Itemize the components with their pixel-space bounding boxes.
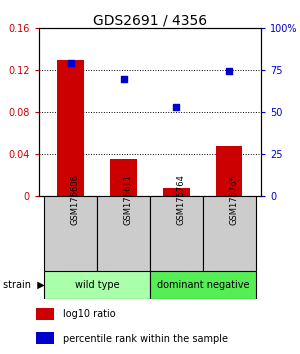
Bar <box>36 332 54 344</box>
Text: strain  ▶: strain ▶ <box>3 280 45 290</box>
Text: GSM175764: GSM175764 <box>176 175 185 225</box>
Text: GSM176606: GSM176606 <box>71 175 80 225</box>
Bar <box>36 308 54 320</box>
Text: GSM175765: GSM175765 <box>229 175 238 225</box>
Bar <box>163 188 190 196</box>
Bar <box>150 271 256 299</box>
Bar <box>216 146 242 196</box>
Bar <box>150 196 203 271</box>
Text: log10 ratio: log10 ratio <box>63 309 116 320</box>
Bar <box>97 196 150 271</box>
Bar <box>58 60 84 196</box>
Point <box>68 60 73 65</box>
Text: dominant negative: dominant negative <box>157 280 249 290</box>
Text: GSM176611: GSM176611 <box>124 175 133 225</box>
Point <box>121 77 126 82</box>
Point <box>227 68 232 74</box>
Bar <box>44 196 97 271</box>
Bar <box>44 271 150 299</box>
Bar <box>110 159 137 196</box>
Text: percentile rank within the sample: percentile rank within the sample <box>63 333 228 344</box>
Point <box>174 104 179 110</box>
Text: wild type: wild type <box>75 280 119 290</box>
Title: GDS2691 / 4356: GDS2691 / 4356 <box>93 13 207 27</box>
Bar <box>203 196 256 271</box>
